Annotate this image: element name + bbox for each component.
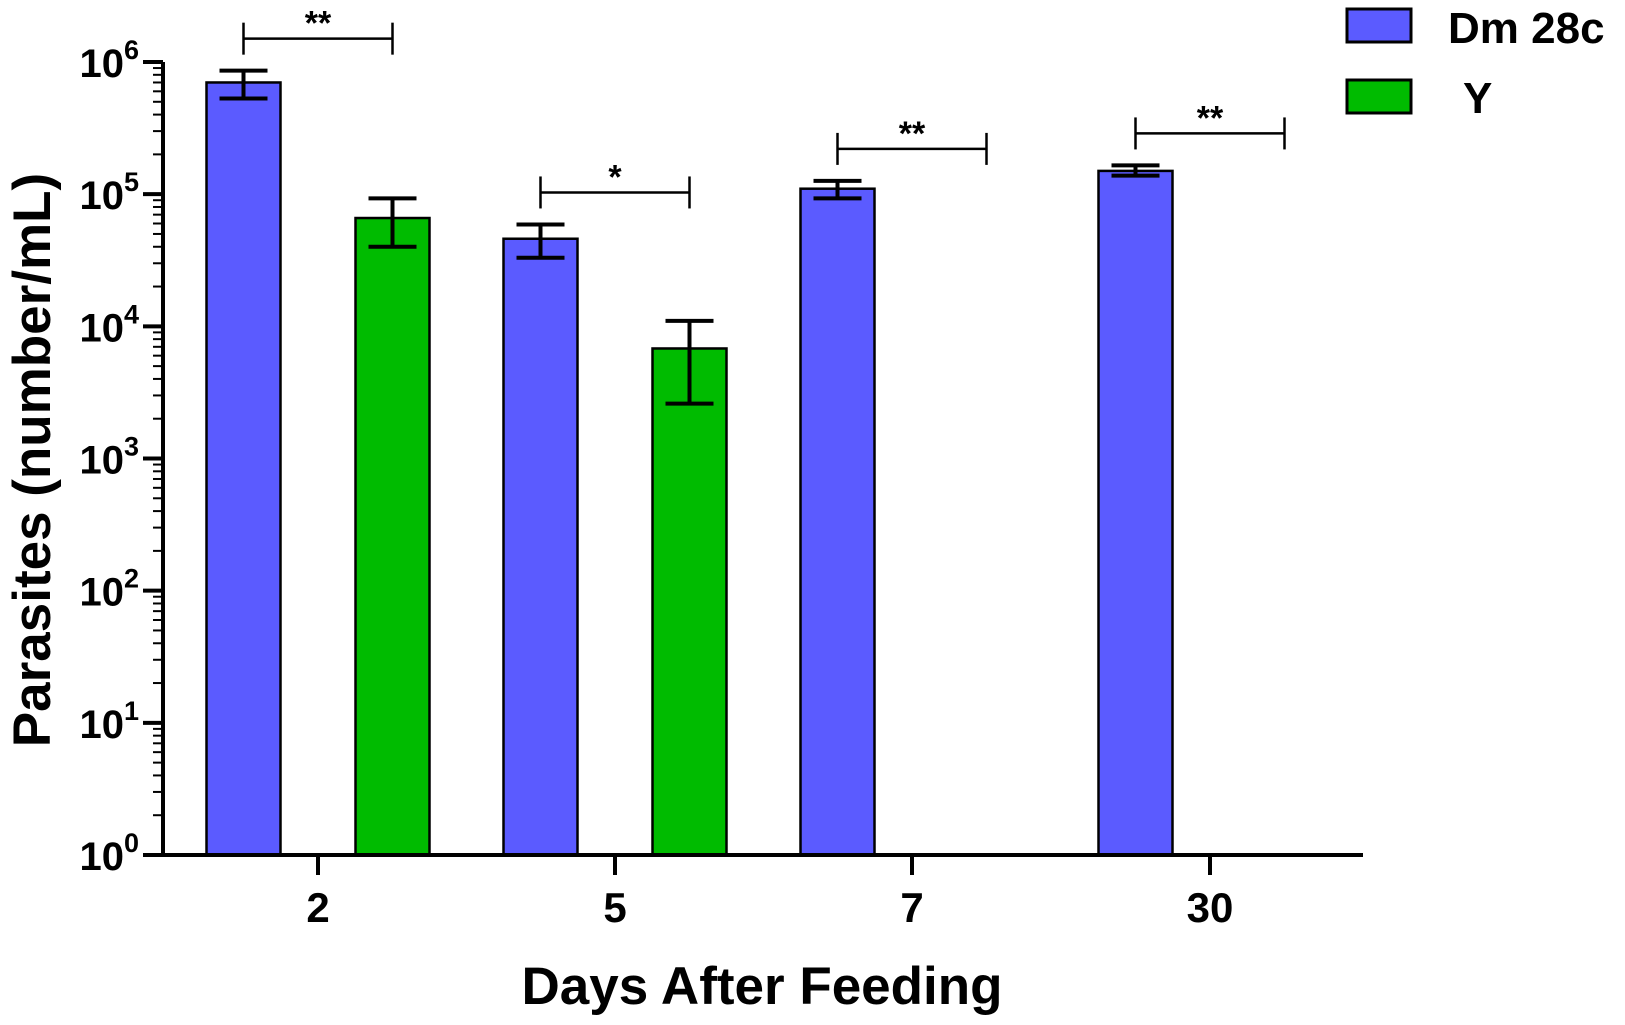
significance-day-5: * bbox=[539, 158, 691, 209]
significance-layer: ***** ** bbox=[242, 5, 1286, 209]
y-tick-label: 106 bbox=[79, 35, 139, 86]
y-axis-label: Parasites (number/mL) bbox=[3, 173, 62, 747]
x-tick-label: 5 bbox=[603, 884, 626, 931]
significance-day-30: ** bbox=[1134, 99, 1286, 150]
error-bar-y-day-5 bbox=[665, 318, 714, 406]
x-tick-label: 30 bbox=[1187, 884, 1234, 931]
y-ticks: 100 101 102 103 104 105 106 bbox=[79, 35, 163, 879]
x-ticks: 2 5 7 30 bbox=[306, 855, 1233, 931]
error-bar-dm28c-day-2 bbox=[219, 68, 268, 101]
bar-dm28c-day-30 bbox=[1097, 169, 1174, 857]
y-tick-label: 103 bbox=[79, 432, 139, 483]
bar-dm28c-day-7 bbox=[799, 187, 876, 857]
significance-day-2: ** bbox=[242, 5, 394, 55]
y-tick-label: 101 bbox=[79, 696, 139, 747]
bar-dm28c-day-5 bbox=[502, 237, 579, 857]
y-tick-label: 102 bbox=[79, 564, 139, 615]
bar-y-day-2 bbox=[354, 216, 431, 857]
legend: Dm 28c Y bbox=[1345, 4, 1605, 123]
x-tick-label: 7 bbox=[900, 884, 923, 931]
significance-label: ** bbox=[305, 5, 332, 43]
y-tick-label: 100 bbox=[79, 828, 139, 879]
axes: 100 101 102 103 104 105 106 2 5 7 30 bbox=[79, 35, 1363, 931]
error-bar-dm28c-day-30 bbox=[1111, 163, 1160, 178]
significance-label: ** bbox=[899, 115, 926, 153]
y-tick-label: 104 bbox=[79, 299, 139, 350]
error-bar-dm28c-day-7 bbox=[813, 178, 862, 201]
error-bar-y-day-2 bbox=[368, 196, 417, 249]
legend-label-dm28c: Dm 28c bbox=[1448, 4, 1605, 53]
bar-y-day-5 bbox=[651, 347, 728, 857]
x-tick-label: 2 bbox=[306, 884, 329, 931]
legend-label-y: Y bbox=[1463, 74, 1492, 123]
legend-swatch-y bbox=[1345, 78, 1413, 115]
significance-label: ** bbox=[1197, 99, 1224, 137]
legend-swatch-dm28c bbox=[1345, 7, 1413, 44]
error-bar-dm28c-day-5 bbox=[516, 222, 565, 260]
x-axis-label: Days After Feeding bbox=[521, 957, 1002, 1016]
error-bars-layer bbox=[219, 68, 1160, 406]
y-tick-label: 105 bbox=[79, 167, 139, 218]
significance-label: * bbox=[608, 158, 622, 196]
bar-dm28c-day-2 bbox=[205, 81, 282, 857]
significance-day-7: ** bbox=[836, 115, 988, 165]
